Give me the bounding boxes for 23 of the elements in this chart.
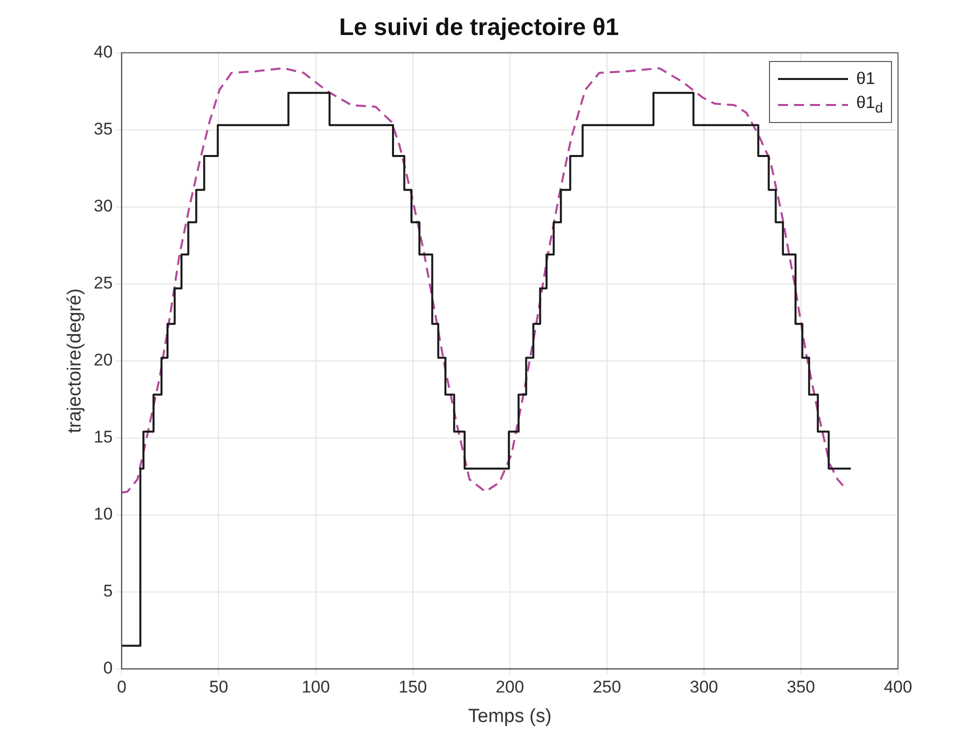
y-axis-title: trajectoire(degré) — [64, 288, 86, 434]
legend-label: θ1$_{d}$ — [856, 93, 883, 116]
y-tick-label: 0 — [103, 658, 113, 678]
x-tick-label: 300 — [690, 678, 718, 697]
y-tick-label: 15 — [94, 427, 113, 446]
x-tick-label: 150 — [398, 678, 428, 697]
chart-title: Le suivi de trajectoire θ1 — [339, 14, 619, 42]
x-tick-label: 200 — [496, 678, 524, 697]
y-tick-label: 20 — [94, 350, 113, 370]
y-tick-label: 10 — [94, 504, 113, 524]
x-tick-label: 100 — [302, 678, 330, 697]
x-tick-label: 350 — [786, 678, 816, 697]
x-tick-label: 250 — [592, 678, 622, 697]
y-tick-label: 40 — [94, 42, 113, 62]
y-tick-label: 25 — [94, 273, 113, 292]
x-axis-title: Temps (s) — [468, 706, 552, 727]
y-tick-label: 35 — [94, 119, 113, 138]
x-tick-label: 0 — [116, 678, 126, 697]
y-tick-label: 30 — [94, 196, 113, 216]
x-tick-label: 50 — [209, 678, 228, 697]
y-tick-label: 5 — [103, 581, 113, 600]
legend-label: θ1 — [856, 68, 876, 89]
x-tick-label: 400 — [884, 678, 912, 697]
